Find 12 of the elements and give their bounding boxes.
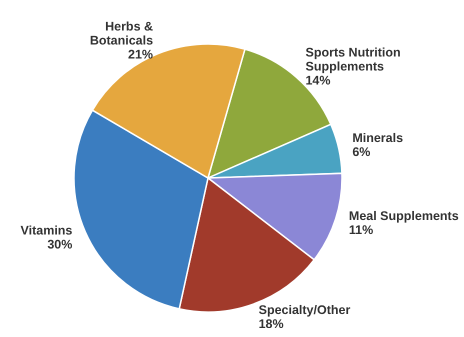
slice-label: Specialty/Other <box>258 303 350 318</box>
data-label: 6% <box>352 145 370 160</box>
data-label: 11% <box>348 223 374 238</box>
slice-label: Herbs & Botanicals <box>90 20 154 48</box>
slice-label: Minerals <box>352 131 404 146</box>
data-label: 30% <box>47 237 72 252</box>
data-label: 14% <box>305 74 331 88</box>
slice-label: Sports Nutrition Supplements <box>305 46 401 74</box>
slice-label: Vitamins <box>20 223 72 238</box>
data-label: 21% <box>128 48 154 62</box>
data-label: 18% <box>258 317 284 332</box>
slice-label: Meal Supplements <box>348 209 459 224</box>
